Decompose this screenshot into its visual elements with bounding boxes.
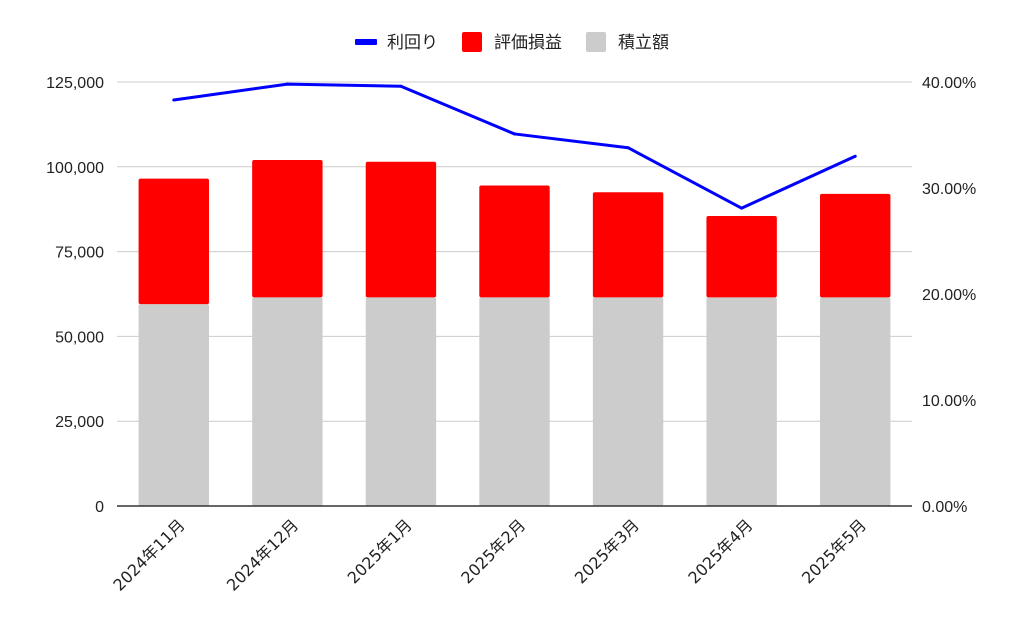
legend-swatch [586, 32, 606, 52]
bar-segment [479, 185, 550, 298]
bar-segment [706, 215, 777, 298]
line-series [172, 82, 857, 210]
x-category-label: 2025年3月 [571, 515, 643, 587]
legend-swatch [462, 32, 482, 52]
y-right-tick-label: 30.00% [922, 181, 976, 198]
legend: 利回り 評価損益 積立額 [355, 32, 669, 53]
bar-segment [252, 297, 323, 506]
bars [138, 160, 891, 506]
legend-label: 積立額 [618, 33, 669, 53]
bar-segment [138, 178, 209, 305]
yield-point [172, 98, 176, 102]
bar-segment [365, 297, 437, 506]
bar-segment [592, 192, 664, 298]
y-left-tick-label: 50,000 [55, 329, 104, 346]
bar-segment [820, 193, 891, 298]
legend-item: 評価損益 [462, 32, 562, 53]
bar-segment [820, 297, 891, 506]
y-left-tick-label: 25,000 [55, 414, 104, 431]
yield-point [853, 154, 857, 158]
y-left-tick-label: 125,000 [46, 75, 104, 92]
x-category-label: 2025年4月 [684, 515, 756, 587]
x-category-label: 2024年11月 [109, 515, 188, 594]
y-right-tick-label: 20.00% [922, 287, 976, 304]
x-category-label: 2025年2月 [457, 515, 529, 587]
y-left-tick-label: 100,000 [46, 160, 104, 177]
legend-label: 利回り [387, 33, 438, 53]
legend-swatch-line [355, 39, 377, 45]
y-right-tick-label: 40.00% [922, 75, 976, 92]
x-category-label: 2024年12月 [223, 515, 302, 594]
x-category-label: 2025年5月 [798, 515, 870, 587]
yield-point [626, 146, 630, 150]
legend-item: 利回り [355, 33, 438, 53]
y-right-tick-label: 0.00% [922, 499, 967, 516]
y-left-tick-label: 75,000 [55, 245, 104, 262]
bar-segment [252, 160, 323, 298]
yield-point [513, 132, 516, 136]
bar-segment [479, 297, 550, 506]
yield-point [399, 84, 403, 88]
bar-segment [592, 297, 664, 506]
y-left-tick-label: 0 [95, 499, 104, 516]
bar-segment [706, 297, 777, 506]
legend-item: 積立額 [586, 32, 669, 53]
x-category-label: 2025年1月 [344, 515, 416, 587]
bar-segment [138, 304, 209, 506]
yield-point [740, 206, 744, 210]
bar-segment [365, 161, 437, 298]
yield-point [285, 82, 289, 86]
y-right-tick-label: 10.00% [922, 393, 976, 410]
legend-label: 評価損益 [494, 33, 562, 53]
